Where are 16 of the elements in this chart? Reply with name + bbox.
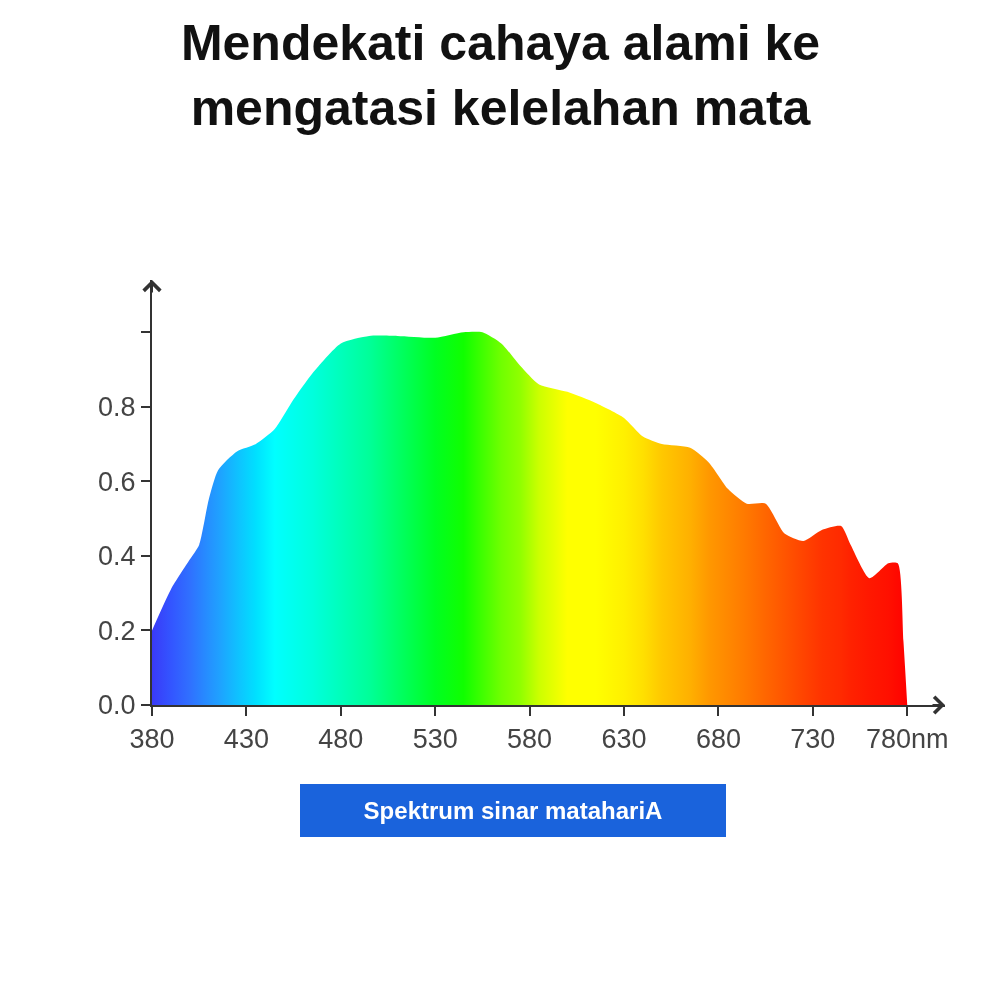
- y-tick-label: 0.2: [98, 615, 136, 646]
- x-tick-label: 680: [695, 724, 741, 755]
- y-tick-label: 0.0: [98, 690, 136, 721]
- x-tick-label: 630: [601, 724, 647, 755]
- x-tick-label: 730: [790, 724, 836, 755]
- x-tick-label: 530: [412, 724, 458, 755]
- text: Spektrum sinar matahariA: [363, 797, 663, 824]
- x-tick-label: 480: [318, 724, 364, 755]
- x-tick-label: 580: [507, 724, 553, 755]
- x-tick-label: 380: [129, 724, 175, 755]
- chart-title: Mendekati cahaya alami ke mengatasi kelelahan mata: [180, 15, 821, 137]
- x-tick-label: 430: [223, 724, 269, 755]
- y-tick-label: 0.8: [98, 392, 136, 423]
- x-tick-label: 780nm: [865, 724, 949, 755]
- y-tick-label: 0.6: [98, 466, 136, 497]
- y-tick-label: 0.4: [98, 541, 136, 572]
